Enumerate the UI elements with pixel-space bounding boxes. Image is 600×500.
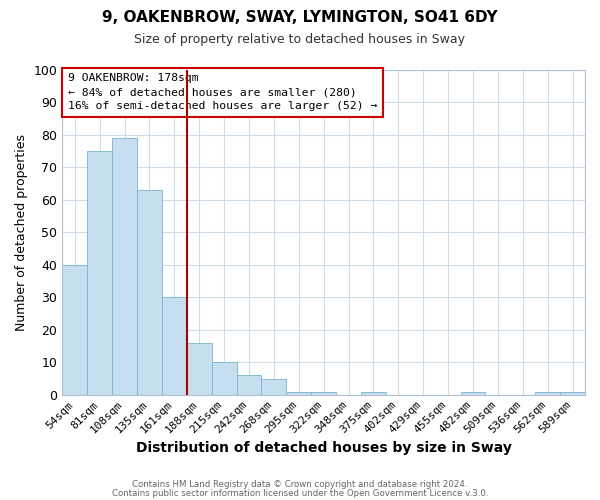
Bar	[560, 392, 585, 395]
X-axis label: Distribution of detached houses by size in Sway: Distribution of detached houses by size …	[136, 441, 512, 455]
Bar	[262, 378, 286, 395]
Bar	[162, 298, 187, 395]
Text: 9, OAKENBROW, SWAY, LYMINGTON, SO41 6DY: 9, OAKENBROW, SWAY, LYMINGTON, SO41 6DY	[102, 10, 498, 25]
Y-axis label: Number of detached properties: Number of detached properties	[15, 134, 28, 331]
Bar	[461, 392, 485, 395]
Bar	[361, 392, 386, 395]
Text: Contains HM Land Registry data © Crown copyright and database right 2024.: Contains HM Land Registry data © Crown c…	[132, 480, 468, 489]
Bar	[112, 138, 137, 395]
Bar	[87, 151, 112, 395]
Bar	[236, 376, 262, 395]
Text: Size of property relative to detached houses in Sway: Size of property relative to detached ho…	[134, 32, 466, 46]
Bar	[187, 343, 212, 395]
Text: 9 OAKENBROW: 178sqm
← 84% of detached houses are smaller (280)
16% of semi-detac: 9 OAKENBROW: 178sqm ← 84% of detached ho…	[68, 73, 377, 111]
Bar	[137, 190, 162, 395]
Bar	[286, 392, 311, 395]
Text: Contains public sector information licensed under the Open Government Licence v.: Contains public sector information licen…	[112, 488, 488, 498]
Bar	[62, 265, 87, 395]
Bar	[311, 392, 336, 395]
Bar	[535, 392, 560, 395]
Bar	[212, 362, 236, 395]
